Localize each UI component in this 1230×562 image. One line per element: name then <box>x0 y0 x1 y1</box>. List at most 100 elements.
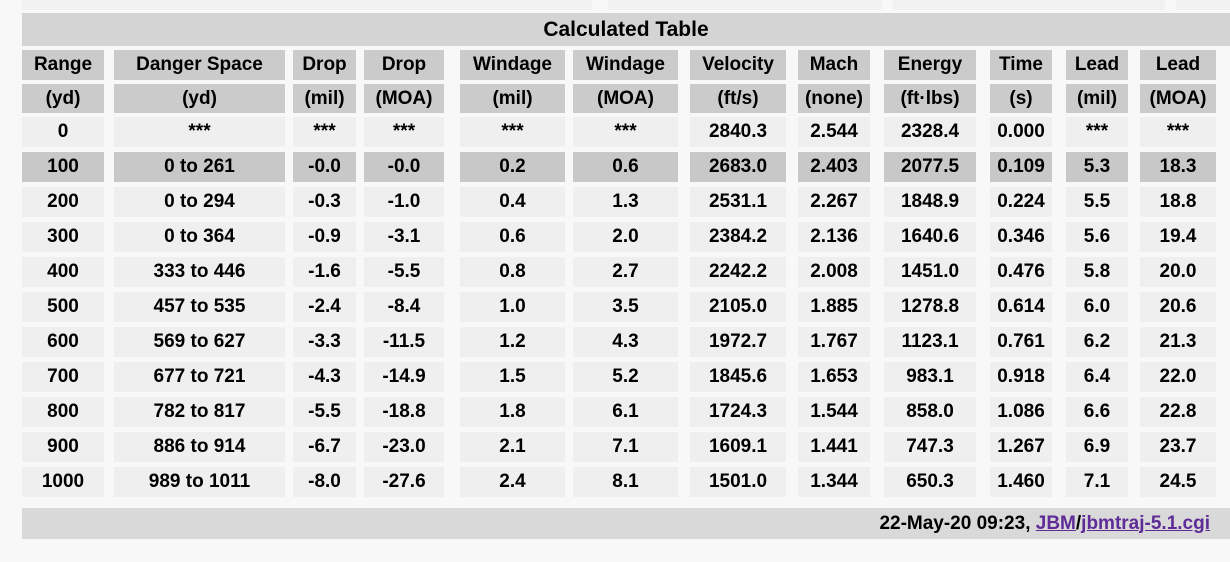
cell: -1.6 <box>293 257 356 287</box>
cell: 1.0 <box>460 292 565 322</box>
column-header-energy: Energy <box>884 50 976 80</box>
cell: -6.7 <box>293 432 356 462</box>
cell: 1.3 <box>573 187 678 217</box>
column-units: (yd) <box>114 84 285 113</box>
cell: 400 <box>22 257 104 287</box>
cell: 1.086 <box>990 397 1052 427</box>
clipped-cell <box>608 0 882 10</box>
cell: 2683.0 <box>690 152 786 182</box>
cell: 7.1 <box>1066 467 1128 497</box>
footer-timestamp: 22-May-20 09:23, <box>879 512 1036 534</box>
cell: 22.0 <box>1140 362 1216 392</box>
cell: 600 <box>22 327 104 357</box>
cell: 1.5 <box>460 362 565 392</box>
cell: 2531.1 <box>690 187 786 217</box>
cell: 8.1 <box>573 467 678 497</box>
cell: 1.885 <box>798 292 870 322</box>
table-row: 0 *** *** *** *** *** 2840.3 2.544 2328.4 0.000 **… <box>22 117 1230 147</box>
cell: 1845.6 <box>690 362 786 392</box>
cell: -0.9 <box>293 222 356 252</box>
cell: 1.460 <box>990 467 1052 497</box>
column-units: (mil) <box>460 84 565 113</box>
cell: 1000 <box>22 467 104 497</box>
table-row: (yd) (yd) (mil) (MOA) (mil) (MOA) (ft/s) (none)… <box>22 84 1230 113</box>
cell: 2.0 <box>573 222 678 252</box>
cell: -3.3 <box>293 327 356 357</box>
cell: -14.9 <box>364 362 444 392</box>
table-row: 300 0 to 364 -0.9 -3.1 0.6 2.0 2384.2 2.136 1640… <box>22 222 1230 252</box>
cell: 6.4 <box>1066 362 1128 392</box>
cell: 1609.1 <box>690 432 786 462</box>
table-row: 200 0 to 294 -0.3 -1.0 0.4 1.3 2531.1 2.267 1848… <box>22 187 1230 217</box>
cell: *** <box>293 117 356 147</box>
column-units: (s) <box>990 84 1052 113</box>
table-row: Range Danger Space Drop Drop Windage Windage V… <box>22 50 1230 80</box>
cell: -5.5 <box>364 257 444 287</box>
cell: 1.767 <box>798 327 870 357</box>
cell: 0 <box>22 117 104 147</box>
cell: 2384.2 <box>690 222 786 252</box>
cell: 0.476 <box>990 257 1052 287</box>
cell: 1278.8 <box>884 292 976 322</box>
cell: 2077.5 <box>884 152 976 182</box>
cell: -1.0 <box>364 187 444 217</box>
clipped-cell <box>1176 0 1230 10</box>
cell: 0.000 <box>990 117 1052 147</box>
cell: 333 to 446 <box>114 257 285 287</box>
cell: -4.3 <box>293 362 356 392</box>
clipped-cell <box>893 0 1165 10</box>
column-units: (ft/s) <box>690 84 786 113</box>
cell: 2.1 <box>460 432 565 462</box>
calculated-table-section: Calculated Table Range Danger Space Drop Dr… <box>22 13 1230 539</box>
cell: 2328.4 <box>884 117 976 147</box>
table-row: 400 333 to 446 -1.6 -5.5 0.8 2.7 2242.2 2.008 14… <box>22 257 1230 287</box>
cell: 900 <box>22 432 104 462</box>
cell: 0.2 <box>460 152 565 182</box>
cell: *** <box>573 117 678 147</box>
cell: 20.0 <box>1140 257 1216 287</box>
cell: 500 <box>22 292 104 322</box>
cell: 886 to 914 <box>114 432 285 462</box>
column-header-windage: Windage <box>573 50 678 80</box>
cell: 858.0 <box>884 397 976 427</box>
table-row: 800 782 to 817 -5.5 -18.8 1.8 6.1 1724.3 1.544 8… <box>22 397 1230 427</box>
cell: 569 to 627 <box>114 327 285 357</box>
column-header-windage: Windage <box>460 50 565 80</box>
cell: 4.3 <box>573 327 678 357</box>
cell: 457 to 535 <box>114 292 285 322</box>
cell: -0.3 <box>293 187 356 217</box>
cell: 0 to 364 <box>114 222 285 252</box>
jbmtraj-cgi-link[interactable]: jbmtraj-5.1.cgi <box>1081 512 1210 534</box>
table-row: 1000 989 to 1011 -8.0 -27.6 2.4 8.1 1501.0 1.34… <box>22 467 1230 497</box>
jbm-home-link[interactable]: JBM <box>1035 512 1076 534</box>
column-units: (none) <box>798 84 870 113</box>
cell: 21.3 <box>1140 327 1216 357</box>
cell: 22.8 <box>1140 397 1216 427</box>
cell: 20.6 <box>1140 292 1216 322</box>
cell: 0 to 294 <box>114 187 285 217</box>
cell: 0.918 <box>990 362 1052 392</box>
cell: 0.224 <box>990 187 1052 217</box>
cell: 1123.1 <box>884 327 976 357</box>
cell: 0.614 <box>990 292 1052 322</box>
cell: 2.7 <box>573 257 678 287</box>
column-header-lead: Lead <box>1066 50 1128 80</box>
cell: 2.008 <box>798 257 870 287</box>
cell: 5.2 <box>573 362 678 392</box>
cell: -8.4 <box>364 292 444 322</box>
cell: 3.5 <box>573 292 678 322</box>
column-units: (MOA) <box>364 84 444 113</box>
column-header-lead: Lead <box>1140 50 1216 80</box>
cell: 2.136 <box>798 222 870 252</box>
cell: -8.0 <box>293 467 356 497</box>
column-header-time: Time <box>990 50 1052 80</box>
table-title: Calculated Table <box>22 13 1230 46</box>
cell: 1.653 <box>798 362 870 392</box>
cell: *** <box>114 117 285 147</box>
cell: 983.1 <box>884 362 976 392</box>
cell: 700 <box>22 362 104 392</box>
table-row: 900 886 to 914 -6.7 -23.0 2.1 7.1 1609.1 1.441 7… <box>22 432 1230 462</box>
cell: 1848.9 <box>884 187 976 217</box>
table-row: 100 0 to 261 -0.0 -0.0 0.2 0.6 2683.0 2.403 2077… <box>22 152 1230 182</box>
cell: -0.0 <box>364 152 444 182</box>
